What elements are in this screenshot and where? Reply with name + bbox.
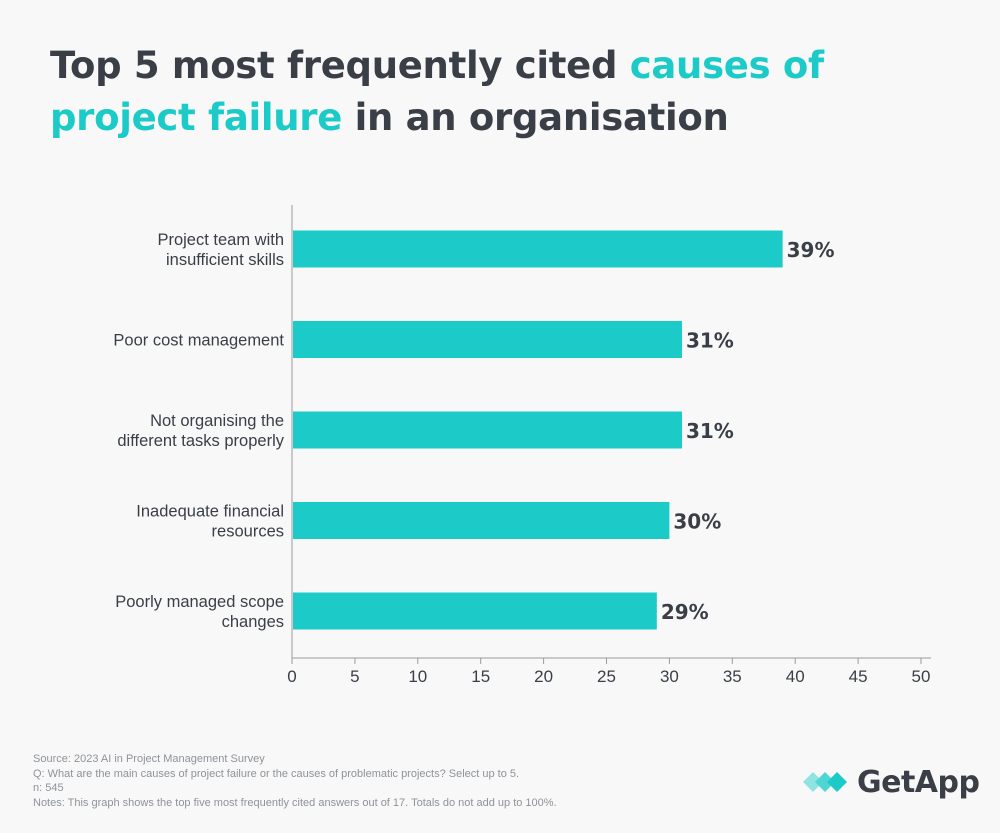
title-accent: causes of project failure xyxy=(50,44,824,139)
bar-value-label: 30% xyxy=(673,510,721,534)
x-tick-label: 5 xyxy=(350,667,359,686)
bar-value-label: 29% xyxy=(661,600,709,624)
chart-footer: Source: 2023 AI in Project Management Su… xyxy=(33,752,557,810)
category-label: changes xyxy=(222,613,284,631)
getapp-logo: GetApp xyxy=(803,764,980,800)
x-tick-label: 30 xyxy=(660,667,679,686)
x-tick-label: 45 xyxy=(849,667,868,686)
footer-source: Source: 2023 AI in Project Management Su… xyxy=(33,753,265,765)
getapp-logo-icon xyxy=(803,772,847,792)
footer-notes: Notes: This graph shows the top five mos… xyxy=(33,796,557,809)
bar-value-label: 31% xyxy=(686,419,734,443)
bar-value-label: 39% xyxy=(787,238,835,262)
category-label: Poor cost management xyxy=(113,332,284,350)
bar-value-label: 31% xyxy=(686,329,734,353)
category-label: insufficient skills xyxy=(166,251,284,269)
title-part-3: in an organisation xyxy=(342,96,729,139)
bar xyxy=(293,502,670,539)
bar-chart: 0 5 10 15 20 25 30 35 40 45 50 39% Project team with… xyxy=(113,205,931,686)
category-label: Inadequate financial xyxy=(136,503,284,521)
x-tick-label: 40 xyxy=(786,667,805,686)
bar xyxy=(293,592,657,630)
category-label: Poorly managed scope xyxy=(115,593,284,611)
x-tick-label: 35 xyxy=(723,667,742,686)
x-tick-label: 25 xyxy=(597,667,616,686)
bar xyxy=(293,230,783,268)
category-label: different tasks properly xyxy=(117,432,284,450)
bar xyxy=(293,411,682,449)
footer-sample-size: n: 545 xyxy=(33,782,64,794)
category-label: resources xyxy=(212,523,284,541)
footer-question: Q: What are the main causes of project f… xyxy=(33,767,520,780)
x-tick-label: 15 xyxy=(471,667,490,686)
category-label: Project team with xyxy=(157,231,284,249)
x-tick-label: 10 xyxy=(408,667,427,686)
chart-title: Top 5 most frequently cited causes of pr… xyxy=(50,40,950,144)
category-label: Not organising the xyxy=(150,412,284,430)
title-part-1: Top 5 most frequently cited xyxy=(50,44,630,87)
x-tick-label: 20 xyxy=(534,667,553,686)
logo-text: GetApp xyxy=(857,764,980,800)
x-tick-label: 0 xyxy=(287,667,296,686)
x-tick-label: 50 xyxy=(912,667,931,686)
bar xyxy=(293,321,682,358)
